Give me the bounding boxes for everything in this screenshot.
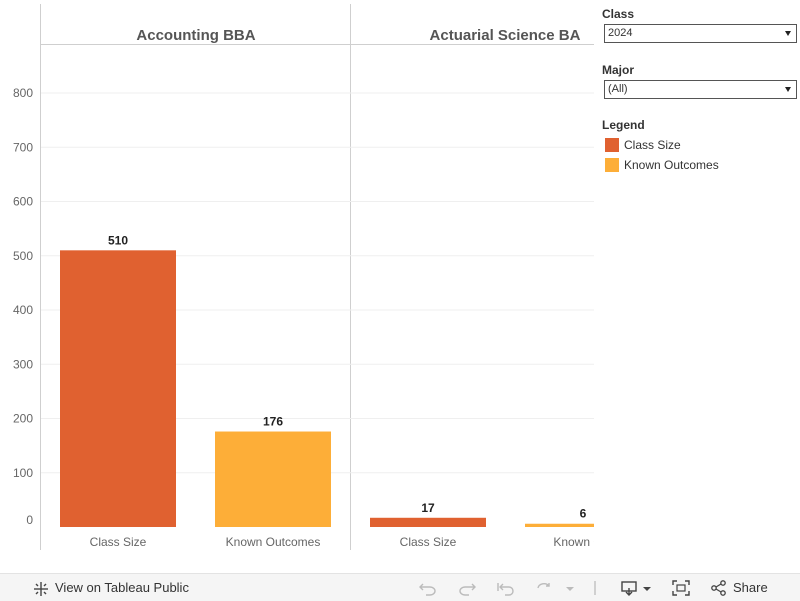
toolbar-separator [594, 574, 596, 601]
y-tick-label: 600 [13, 195, 33, 209]
y-axis-ticks: 0 100 200 300 400 500 600 700 800 [13, 86, 33, 527]
bar-chart: 0 100 200 300 400 500 600 700 800 Accounting BBA… [12, 0, 600, 572]
bar [215, 431, 331, 527]
chevron-down-icon [785, 31, 791, 36]
download-icon [621, 581, 637, 596]
x-axis-labels: Class Size Known Outcomes Class Size Known … [90, 535, 600, 549]
class-select-value: 2024 [608, 27, 633, 39]
x-tick-label: Known Outcomes [226, 535, 321, 549]
y-tick-label: 500 [13, 249, 33, 263]
panel-title: Actuarial Science BA [430, 27, 581, 44]
data-label: 510 [108, 233, 128, 247]
major-filter-label: Major [602, 63, 635, 77]
chevron-down-icon [566, 587, 574, 591]
chart-clip-mask [594, 0, 600, 572]
revert-icon [497, 583, 514, 596]
refresh-button[interactable] [535, 574, 577, 601]
y-tick-label: 200 [13, 412, 33, 426]
share-label: Share [733, 580, 768, 595]
chevron-down-icon [785, 87, 791, 92]
fullscreen-button[interactable] [671, 574, 691, 601]
tableau-logo-icon [34, 582, 48, 596]
fullscreen-icon [672, 580, 690, 596]
y-tick-label: 400 [13, 303, 33, 317]
share-button[interactable]: Share [710, 574, 790, 601]
view-on-tableau-label: View on Tableau Public [55, 580, 189, 595]
revert-button[interactable] [496, 574, 516, 601]
bar [370, 517, 486, 527]
legend-item-label: Class Size [624, 138, 681, 152]
bar [525, 523, 594, 527]
x-tick-label: Class Size [90, 535, 147, 549]
data-label: 17 [421, 501, 435, 515]
class-filter-label: Class [602, 7, 635, 21]
x-tick-label: Known Out [553, 535, 600, 549]
undo-icon [419, 583, 436, 596]
y-tick-label: 300 [13, 357, 33, 371]
y-tick-label: 800 [13, 86, 33, 100]
x-tick-label: Class Size [400, 535, 457, 549]
separator-line [594, 581, 596, 595]
y-tick-label: 0 [26, 513, 33, 527]
redo-button[interactable] [457, 574, 477, 601]
legend-item-label: Known Outcomes [624, 158, 719, 172]
refresh-icon [537, 583, 550, 589]
legend-swatch [605, 138, 619, 152]
bar [60, 250, 176, 527]
data-label: 6 [580, 507, 587, 521]
y-tick-label: 700 [13, 140, 33, 154]
major-select[interactable]: (All) [604, 80, 797, 99]
view-on-tableau-button[interactable]: View on Tableau Public [32, 574, 202, 601]
legend-title: Legend [602, 118, 645, 132]
panel-title: Accounting BBA [136, 27, 255, 44]
share-icon [711, 580, 726, 596]
tableau-toolbar: View on Tableau Public [0, 573, 800, 601]
data-label: 176 [263, 415, 283, 429]
class-select[interactable]: 2024 [604, 24, 797, 43]
y-tick-label: 100 [13, 466, 33, 480]
major-select-value: (All) [608, 83, 628, 95]
panel-titles: Accounting BBA Actuarial Science BA [136, 27, 580, 44]
redo-icon [459, 583, 476, 596]
legend-swatch [605, 158, 619, 172]
download-button[interactable] [620, 574, 654, 601]
undo-button[interactable] [418, 574, 438, 601]
chevron-down-icon [643, 587, 651, 591]
